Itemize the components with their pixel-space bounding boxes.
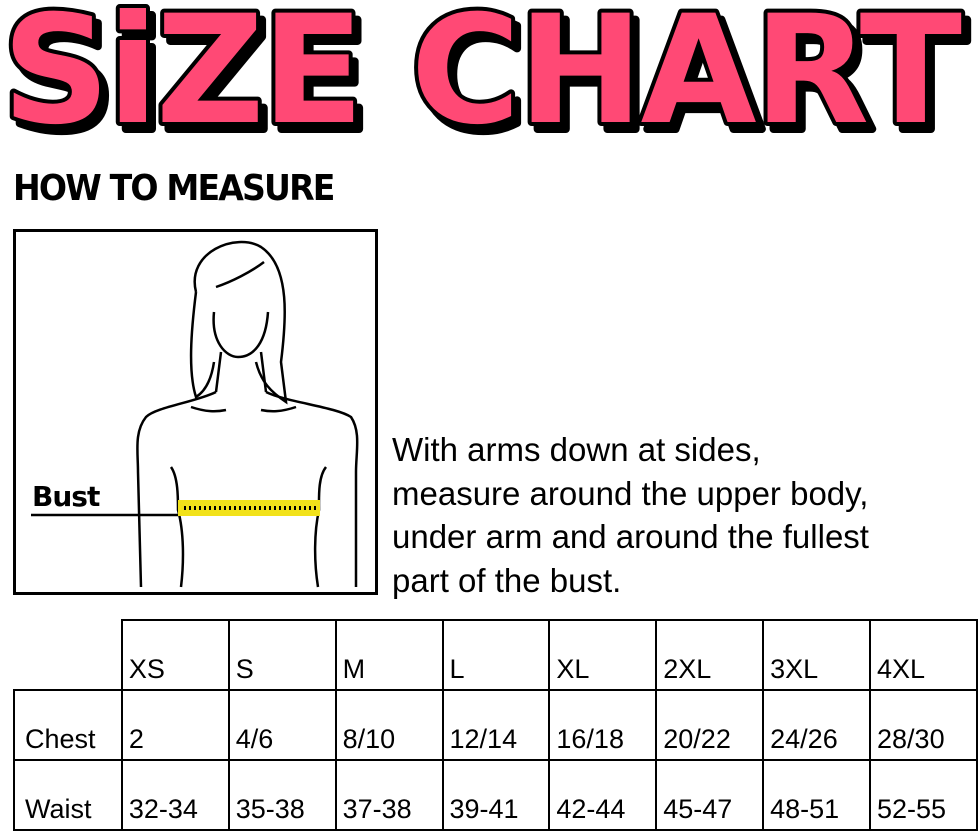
size-header: XL: [548, 619, 658, 691]
row-label: Waist: [13, 759, 123, 831]
size-chart-title: SiZE CHART: [0, 0, 966, 142]
table-cell: 12/14: [441, 689, 551, 761]
table-cell: 35-38: [227, 759, 337, 831]
blank-cell: [14, 620, 123, 691]
size-header: 2XL: [655, 619, 765, 691]
table-row: Chest 2 4/6 8/10 12/14 16/18 20/22 24/26…: [13, 689, 978, 761]
measurement-figure: Bust: [13, 229, 378, 595]
measuring-instructions: With arms down at sides, measure around …: [392, 428, 976, 602]
size-header: 4XL: [869, 619, 978, 691]
size-header: XS: [120, 619, 230, 691]
size-table: XS S M L XL 2XL 3XL 4XL Chest 2 4/6 8/10…: [13, 619, 978, 831]
table-row: Waist 32-34 35-38 37-38 39-41 42-44 45-4…: [13, 759, 978, 831]
table-cell: 28/30: [869, 689, 978, 761]
table-cell: 8/10: [334, 689, 444, 761]
table-cell: 16/18: [548, 689, 658, 761]
table-cell: 32-34: [120, 759, 230, 831]
table-cell: 52-55: [869, 759, 978, 831]
table-cell: 45-47: [655, 759, 765, 831]
size-header: L: [441, 619, 551, 691]
instruction-line: part of the bust.: [392, 561, 622, 599]
row-label: Chest: [13, 689, 123, 761]
instruction-line: under arm and around the fullest: [392, 518, 869, 555]
size-header: 3XL: [762, 619, 872, 691]
table-cell: 2: [120, 689, 230, 761]
table-cell: 42-44: [548, 759, 658, 831]
table-cell: 4/6: [227, 689, 337, 761]
woman-silhouette-icon: [31, 240, 359, 588]
table-cell: 20/22: [655, 689, 765, 761]
size-header: S: [227, 619, 337, 691]
instruction-line: With arms down at sides,: [392, 431, 761, 468]
table-cell: 24/26: [762, 689, 872, 761]
table-header-row: XS S M L XL 2XL 3XL 4XL: [14, 619, 978, 691]
bust-label: Bust: [32, 480, 100, 513]
instruction-line: measure around the upper body,: [392, 474, 869, 512]
table-cell: 37-38: [334, 759, 444, 831]
how-to-measure-heading: HOW TO MEASURE: [13, 168, 335, 209]
table-cell: 39-41: [441, 759, 551, 831]
table-cell: 48-51: [762, 759, 872, 831]
title-text: SiZE CHART: [2, 0, 962, 142]
size-header: M: [334, 619, 444, 691]
